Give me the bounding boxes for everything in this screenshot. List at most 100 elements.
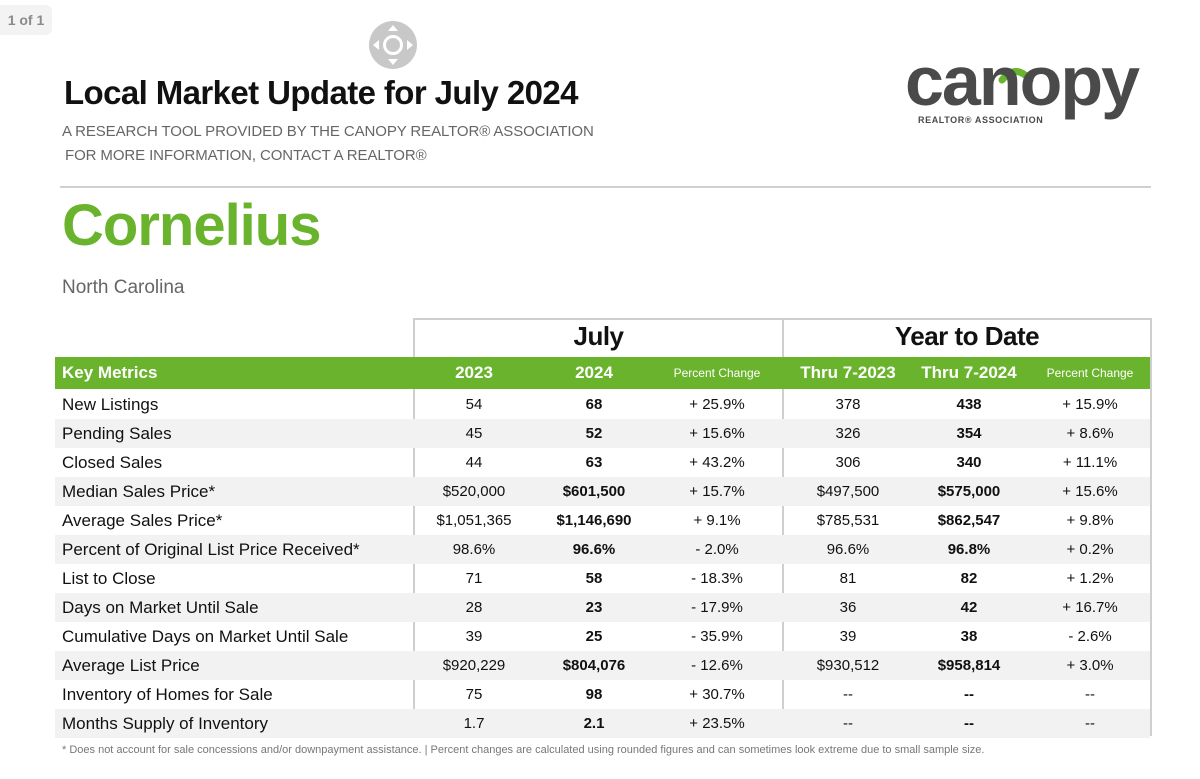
footnote: * Does not account for sale concessions … [62, 744, 985, 756]
table-row: List to Close 71 58 - 18.3% 81 82 + 1.2% [55, 564, 1150, 593]
table-row: Pending Sales 45 52 + 15.6% 326 354 + 8.… [55, 419, 1150, 448]
ytd-percent-change: + 9.8% [1066, 512, 1114, 529]
pan-control[interactable] [369, 21, 417, 69]
header-july-2024: 2024 [575, 363, 613, 382]
july-2023-value: 44 [465, 454, 483, 471]
ytd-2023-value: 306 [835, 454, 861, 471]
ytd-percent-change: + 15.6% [1062, 483, 1118, 500]
page-title: Local Market Update for July 2024 [64, 74, 578, 111]
header-divider [60, 186, 1151, 188]
table-row: Cumulative Days on Market Until Sale 39 … [55, 622, 1150, 651]
ytd-2023-value: $930,512 [816, 657, 880, 674]
table-row: Median Sales Price* $520,000 $601,500 + … [55, 477, 1150, 506]
subtitle-contact: FOR MORE INFORMATION, CONTACT A REALTOR® [65, 147, 427, 164]
july-2024-value: 96.6% [572, 541, 616, 558]
ytd-percent-change: + 15.9% [1062, 396, 1118, 413]
header-july-2023: 2023 [455, 363, 493, 382]
july-percent-change: - 2.0% [695, 541, 739, 558]
ytd-2023-value: 81 [839, 570, 857, 587]
july-2024-value: 68 [585, 396, 603, 413]
arrow-right-icon [407, 40, 413, 50]
ytd-2024-value: 340 [956, 454, 982, 471]
july-2023-value: 75 [465, 686, 483, 703]
july-2024-value: $804,076 [562, 657, 626, 674]
arrow-up-icon [388, 25, 398, 31]
canopy-logo-arc-icon [998, 68, 1034, 84]
state-name: North Carolina [62, 277, 185, 298]
metric-label: Cumulative Days on Market Until Sale [62, 627, 349, 646]
july-2024-value: 2.1 [583, 715, 605, 732]
july-2023-value: 54 [465, 396, 483, 413]
header-ytd-2023: Thru 7-2023 [800, 363, 896, 382]
city-name: Cornelius [62, 193, 321, 258]
pan-center-icon [383, 35, 403, 55]
july-2023-value: 39 [465, 628, 483, 645]
metric-label: Median Sales Price* [62, 482, 216, 501]
ytd-percent-change: + 8.6% [1066, 425, 1114, 442]
metrics-table-body: New Listings 54 68 + 25.9% 378 438 + 15.… [55, 390, 1150, 738]
ytd-percent-change: + 0.2% [1066, 541, 1114, 558]
ytd-2024-value: 82 [960, 570, 978, 587]
july-percent-change: + 9.1% [693, 512, 741, 529]
ytd-2024-value: 38 [960, 628, 978, 645]
header-ytd-percent-change: Percent Change [1046, 366, 1134, 380]
ytd-2024-value: 96.8% [947, 541, 991, 558]
metric-label: List to Close [62, 569, 156, 588]
july-percent-change: + 23.5% [689, 715, 745, 732]
july-2023-value: 45 [465, 425, 483, 442]
july-percent-change: - 17.9% [691, 599, 743, 616]
table-row: New Listings 54 68 + 25.9% 378 438 + 15.… [55, 390, 1150, 419]
ytd-2023-value: 39 [839, 628, 857, 645]
july-percent-change: - 35.9% [691, 628, 743, 645]
table-header-row: Key Metrics 2023 2024 Percent Change Thr… [55, 357, 1150, 389]
metric-label: New Listings [62, 395, 159, 414]
ytd-group-title: Year to Date [894, 321, 1040, 351]
ytd-2023-value: $497,500 [816, 483, 880, 500]
ytd-2023-value: -- [843, 686, 853, 703]
july-percent-change: + 43.2% [689, 454, 745, 471]
july-2023-value: 28 [465, 599, 483, 616]
table-row: Inventory of Homes for Sale 75 98 + 30.7… [55, 680, 1150, 709]
table-row: Average Sales Price* $1,051,365 $1,146,6… [55, 506, 1150, 535]
ytd-2024-value: $575,000 [937, 483, 1001, 500]
july-2023-value: 1.7 [463, 715, 485, 732]
header-july-percent-change: Percent Change [673, 366, 761, 380]
july-percent-change: + 15.6% [689, 425, 745, 442]
ytd-2024-value: 42 [960, 599, 978, 616]
ytd-2024-value: 438 [956, 396, 982, 413]
metric-label: Percent of Original List Price Received* [62, 540, 360, 559]
metric-label: Days on Market Until Sale [62, 598, 259, 617]
july-group-title: July [573, 321, 624, 351]
ytd-2024-value: -- [964, 686, 974, 703]
july-2023-value: $520,000 [442, 483, 506, 500]
canopy-logo-tagline: REALTOR® ASSOCIATION [918, 115, 1044, 125]
ytd-percent-change: - 2.6% [1068, 628, 1112, 645]
july-2023-value: 71 [465, 570, 483, 587]
july-2024-value: 63 [585, 454, 603, 471]
july-2024-value: 98 [585, 686, 603, 703]
ytd-2023-value: 378 [835, 396, 861, 413]
table-row: Months Supply of Inventory 1.7 2.1 + 23.… [55, 709, 1150, 738]
ytd-2023-value: $785,531 [816, 512, 880, 529]
metric-label: Months Supply of Inventory [62, 714, 269, 733]
july-2023-value: 98.6% [452, 541, 496, 558]
arrow-down-icon [388, 59, 398, 65]
page-indicator: 1 of 1 [0, 5, 52, 35]
ytd-percent-change: + 3.0% [1066, 657, 1114, 674]
canopy-logo-wordmark: canopy [905, 42, 1140, 120]
july-2023-value: $920,229 [442, 657, 506, 674]
table-row: Days on Market Until Sale 28 23 - 17.9% … [55, 593, 1150, 622]
july-percent-change: + 30.7% [689, 686, 745, 703]
header-ytd-2024: Thru 7-2024 [921, 363, 1017, 382]
table-row: Percent of Original List Price Received*… [55, 535, 1150, 564]
header-key-metrics: Key Metrics [62, 363, 158, 382]
ytd-percent-change: + 1.2% [1066, 570, 1114, 587]
subtitle-research-tool: A RESEARCH TOOL PROVIDED BY THE CANOPY R… [62, 123, 594, 140]
july-2024-value: $601,500 [562, 483, 626, 500]
metric-label: Pending Sales [62, 424, 172, 443]
ytd-percent-change: -- [1085, 686, 1095, 703]
ytd-2023-value: 36 [839, 599, 857, 616]
ytd-2024-value: $958,814 [937, 657, 1001, 674]
july-2024-value: $1,146,690 [556, 512, 632, 529]
july-2024-value: 23 [585, 599, 603, 616]
